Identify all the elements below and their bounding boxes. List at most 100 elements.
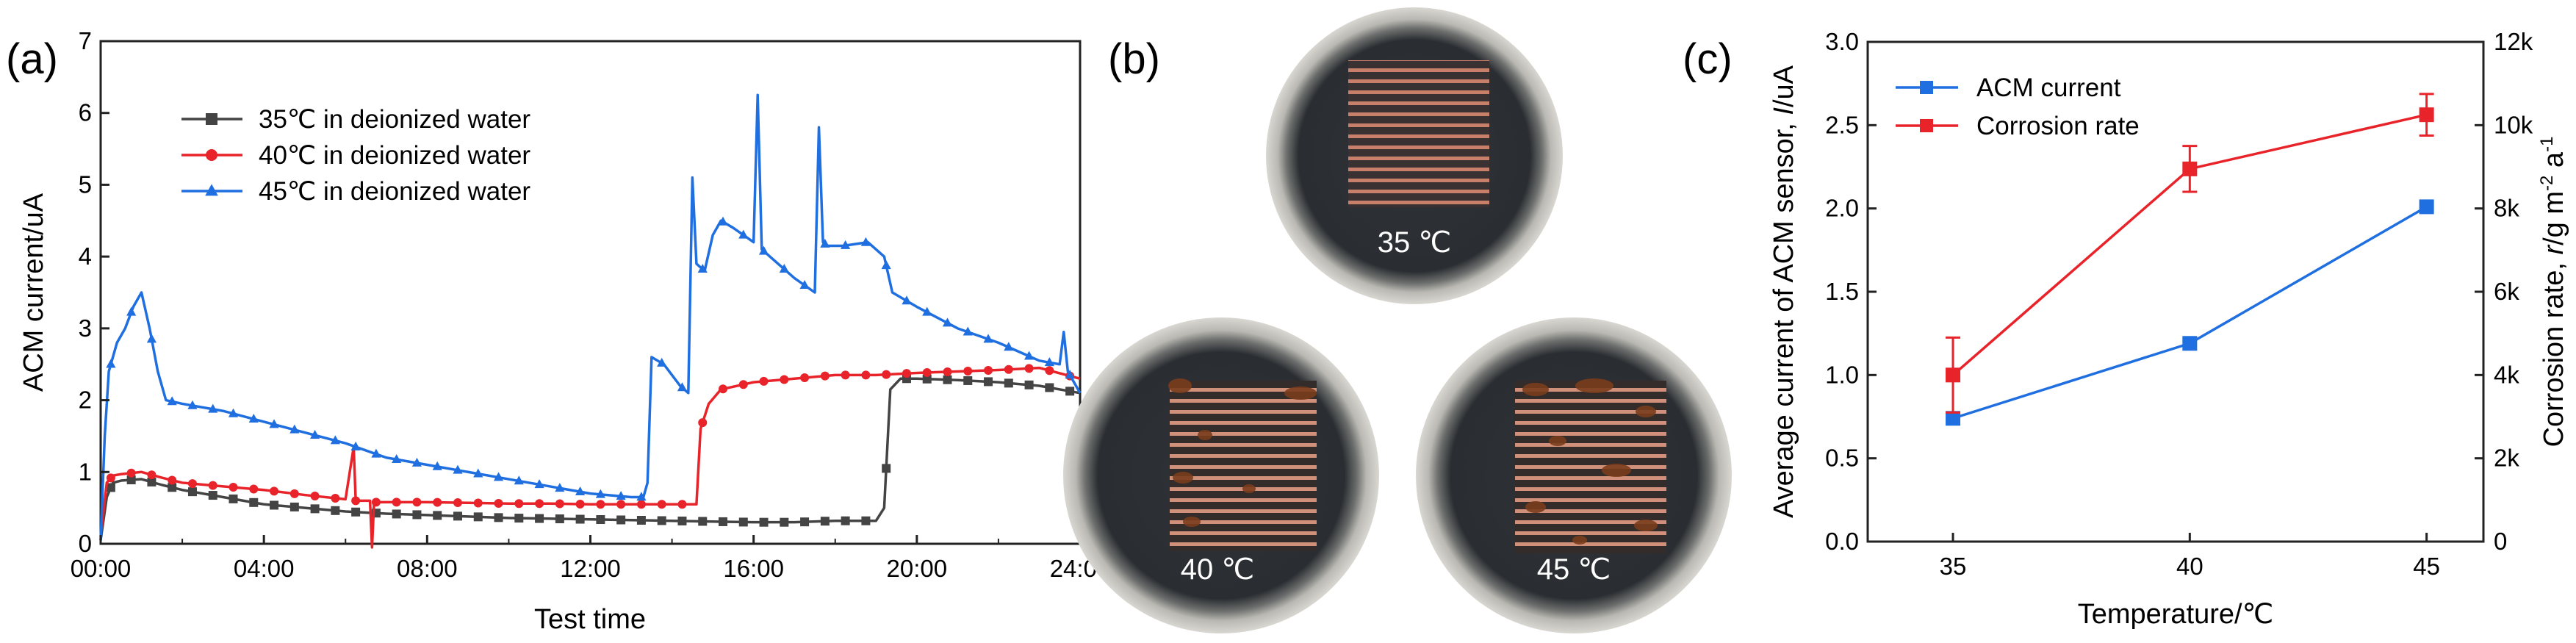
- chart-a-point-35c: [596, 515, 605, 525]
- chart-a-point-35c: [984, 377, 993, 387]
- chart-a-point-40c: [943, 367, 952, 376]
- chart-c-point-acm-current: [2182, 336, 2198, 351]
- chart-a-point-45c: [1023, 351, 1035, 360]
- chart-a-point-40c: [310, 492, 320, 501]
- chart-a-point-45c: [126, 306, 137, 316]
- chart-a-point-35c: [289, 502, 299, 511]
- chart-c-ytick-right-label: 2k: [2494, 445, 2519, 472]
- chart-a-point-35c: [780, 517, 789, 527]
- chart-a-point-35c: [575, 514, 585, 524]
- chart-a-point-35c: [943, 375, 952, 384]
- chart-a-point-45c: [453, 464, 463, 474]
- chart-c-ytick-right-label: 6k: [2494, 278, 2519, 305]
- chart-c-legend-label-acm-current: ACM current: [1976, 73, 2121, 102]
- chart-a-point-35c: [126, 475, 136, 485]
- chart-a-point-45c: [350, 441, 361, 450]
- chart-a-point-45c: [106, 359, 116, 368]
- chart-a-point-40c: [719, 384, 728, 394]
- chart-a-point-45c: [1065, 370, 1075, 379]
- chart-a-point-45c: [1044, 357, 1054, 367]
- chart-a-point-45c: [881, 260, 891, 270]
- chart-a-xtick-label: 04:00: [234, 555, 295, 582]
- chart-a-point-35c: [249, 497, 259, 507]
- chart-c-point-acm-current: [1946, 411, 1961, 426]
- chart-a-point-35c: [861, 516, 871, 525]
- chart-a-point-45c: [534, 479, 544, 489]
- chart-a-point-40c: [106, 473, 115, 483]
- chart-a-point-35c: [147, 477, 156, 486]
- chart-c-ytick-left-label: 0.0: [1825, 528, 1859, 555]
- chart-a-point-35c: [636, 515, 646, 525]
- chart-a-point-35c: [208, 491, 217, 500]
- chart-a-point-45c: [902, 295, 912, 305]
- chart-a-point-35c: [698, 517, 708, 526]
- chart-a-point-45c: [167, 396, 177, 406]
- chart-a-point-45c: [942, 317, 953, 327]
- chart-a-point-35c: [473, 512, 483, 522]
- chart-a-point-45c: [514, 475, 524, 485]
- chart-c-ytick-left-label: 1.0: [1825, 361, 1859, 388]
- chart-a-point-35c: [719, 517, 728, 526]
- chart-a-point-35c: [841, 516, 850, 525]
- chart-a-point-35c: [187, 487, 197, 497]
- chart-a-point-40c: [555, 499, 564, 509]
- chart-a-point-45c: [392, 453, 402, 463]
- chart-a-xtick-label: 08:00: [397, 555, 458, 582]
- chart-c-ytick-right-label: 0: [2494, 528, 2507, 555]
- chart-a-legend-marker-45c: [205, 184, 218, 196]
- chart-a-point-35c: [392, 509, 401, 519]
- chart-a-legend-marker-35c: [206, 113, 217, 125]
- chart-a-point-35c: [1004, 378, 1013, 388]
- chart-a-point-40c: [922, 367, 932, 377]
- chart-a-point-40c: [636, 500, 646, 509]
- chart-a-point-40c: [187, 479, 197, 489]
- chart-a-point-45c: [758, 245, 769, 255]
- chart-a-series-line-35c: [99, 377, 1081, 541]
- chart-a-point-35c: [657, 516, 666, 525]
- chart-a-point-35c: [229, 494, 238, 503]
- chart-a-point-40c: [780, 375, 789, 384]
- chart-a-point-45c: [799, 280, 810, 290]
- chart-a-point-45c: [616, 491, 626, 500]
- chart-c-ytick-right-label: 10k: [2494, 111, 2533, 138]
- chart-c-point-corrosion-rate: [2182, 161, 2198, 176]
- chart-a-point-40c: [331, 493, 340, 503]
- chart-a-point-40c: [1045, 366, 1054, 376]
- chart-c-ylabel-left: Average current of ACM sensor, I/uA: [1769, 65, 1799, 518]
- chart-a-point-40c: [902, 369, 911, 378]
- chart-a: 00:00 04:00 08:00 12:00 16:00 20:00 24:0001234…: [18, 27, 1110, 635]
- chart-c-xtick-label: 35: [1940, 553, 1967, 580]
- chart-a-point-45c: [636, 492, 647, 501]
- chart-a-point-45c: [697, 264, 708, 273]
- chart-a-point-35c: [1065, 387, 1075, 396]
- chart-a-series-line-45c: [99, 93, 1082, 541]
- chart-a-point-40c: [270, 486, 279, 496]
- chart-c-legend-marker-acm-current: [1920, 81, 1933, 94]
- chart-a-point-35c: [433, 511, 442, 520]
- chart-a-point-35c: [738, 517, 748, 527]
- chart-c-ytick-right-label: 12k: [2494, 28, 2533, 55]
- chart-a-point-40c: [229, 483, 238, 492]
- chart-a-point-40c: [1024, 364, 1034, 373]
- chart-a-point-45c: [1004, 342, 1014, 351]
- photo-45c: 45 ℃: [1416, 317, 1732, 633]
- chart-a-xtick-label: 16:00: [723, 555, 784, 582]
- chart-a-point-45c: [963, 326, 973, 336]
- chart-a-point-45c: [595, 489, 605, 498]
- chart-a-ytick-label: 6: [79, 99, 92, 126]
- chart-a-point-35c: [820, 517, 830, 526]
- chart-a-point-35c: [514, 514, 524, 523]
- panel-a-label: (a): [6, 35, 58, 83]
- chart-a-legend: 35℃ in deionized water 40℃ in deionized w…: [181, 105, 530, 206]
- chart-a-xtick-label: 00:00: [71, 555, 132, 582]
- chart-a-point-35c: [351, 507, 361, 517]
- chart-a-legend-marker-40c: [206, 149, 217, 161]
- chart-a-point-35c: [494, 513, 503, 522]
- chart-a-point-40c: [208, 481, 217, 490]
- chart-a-point-45c: [718, 216, 728, 226]
- chart-a-ylabel: ACM current/uA: [18, 193, 49, 392]
- chart-a-point-40c: [575, 500, 585, 509]
- chart-c-ytick-left-label: 2.5: [1825, 111, 1859, 138]
- chart-a-xtick-label: 20:00: [887, 555, 948, 582]
